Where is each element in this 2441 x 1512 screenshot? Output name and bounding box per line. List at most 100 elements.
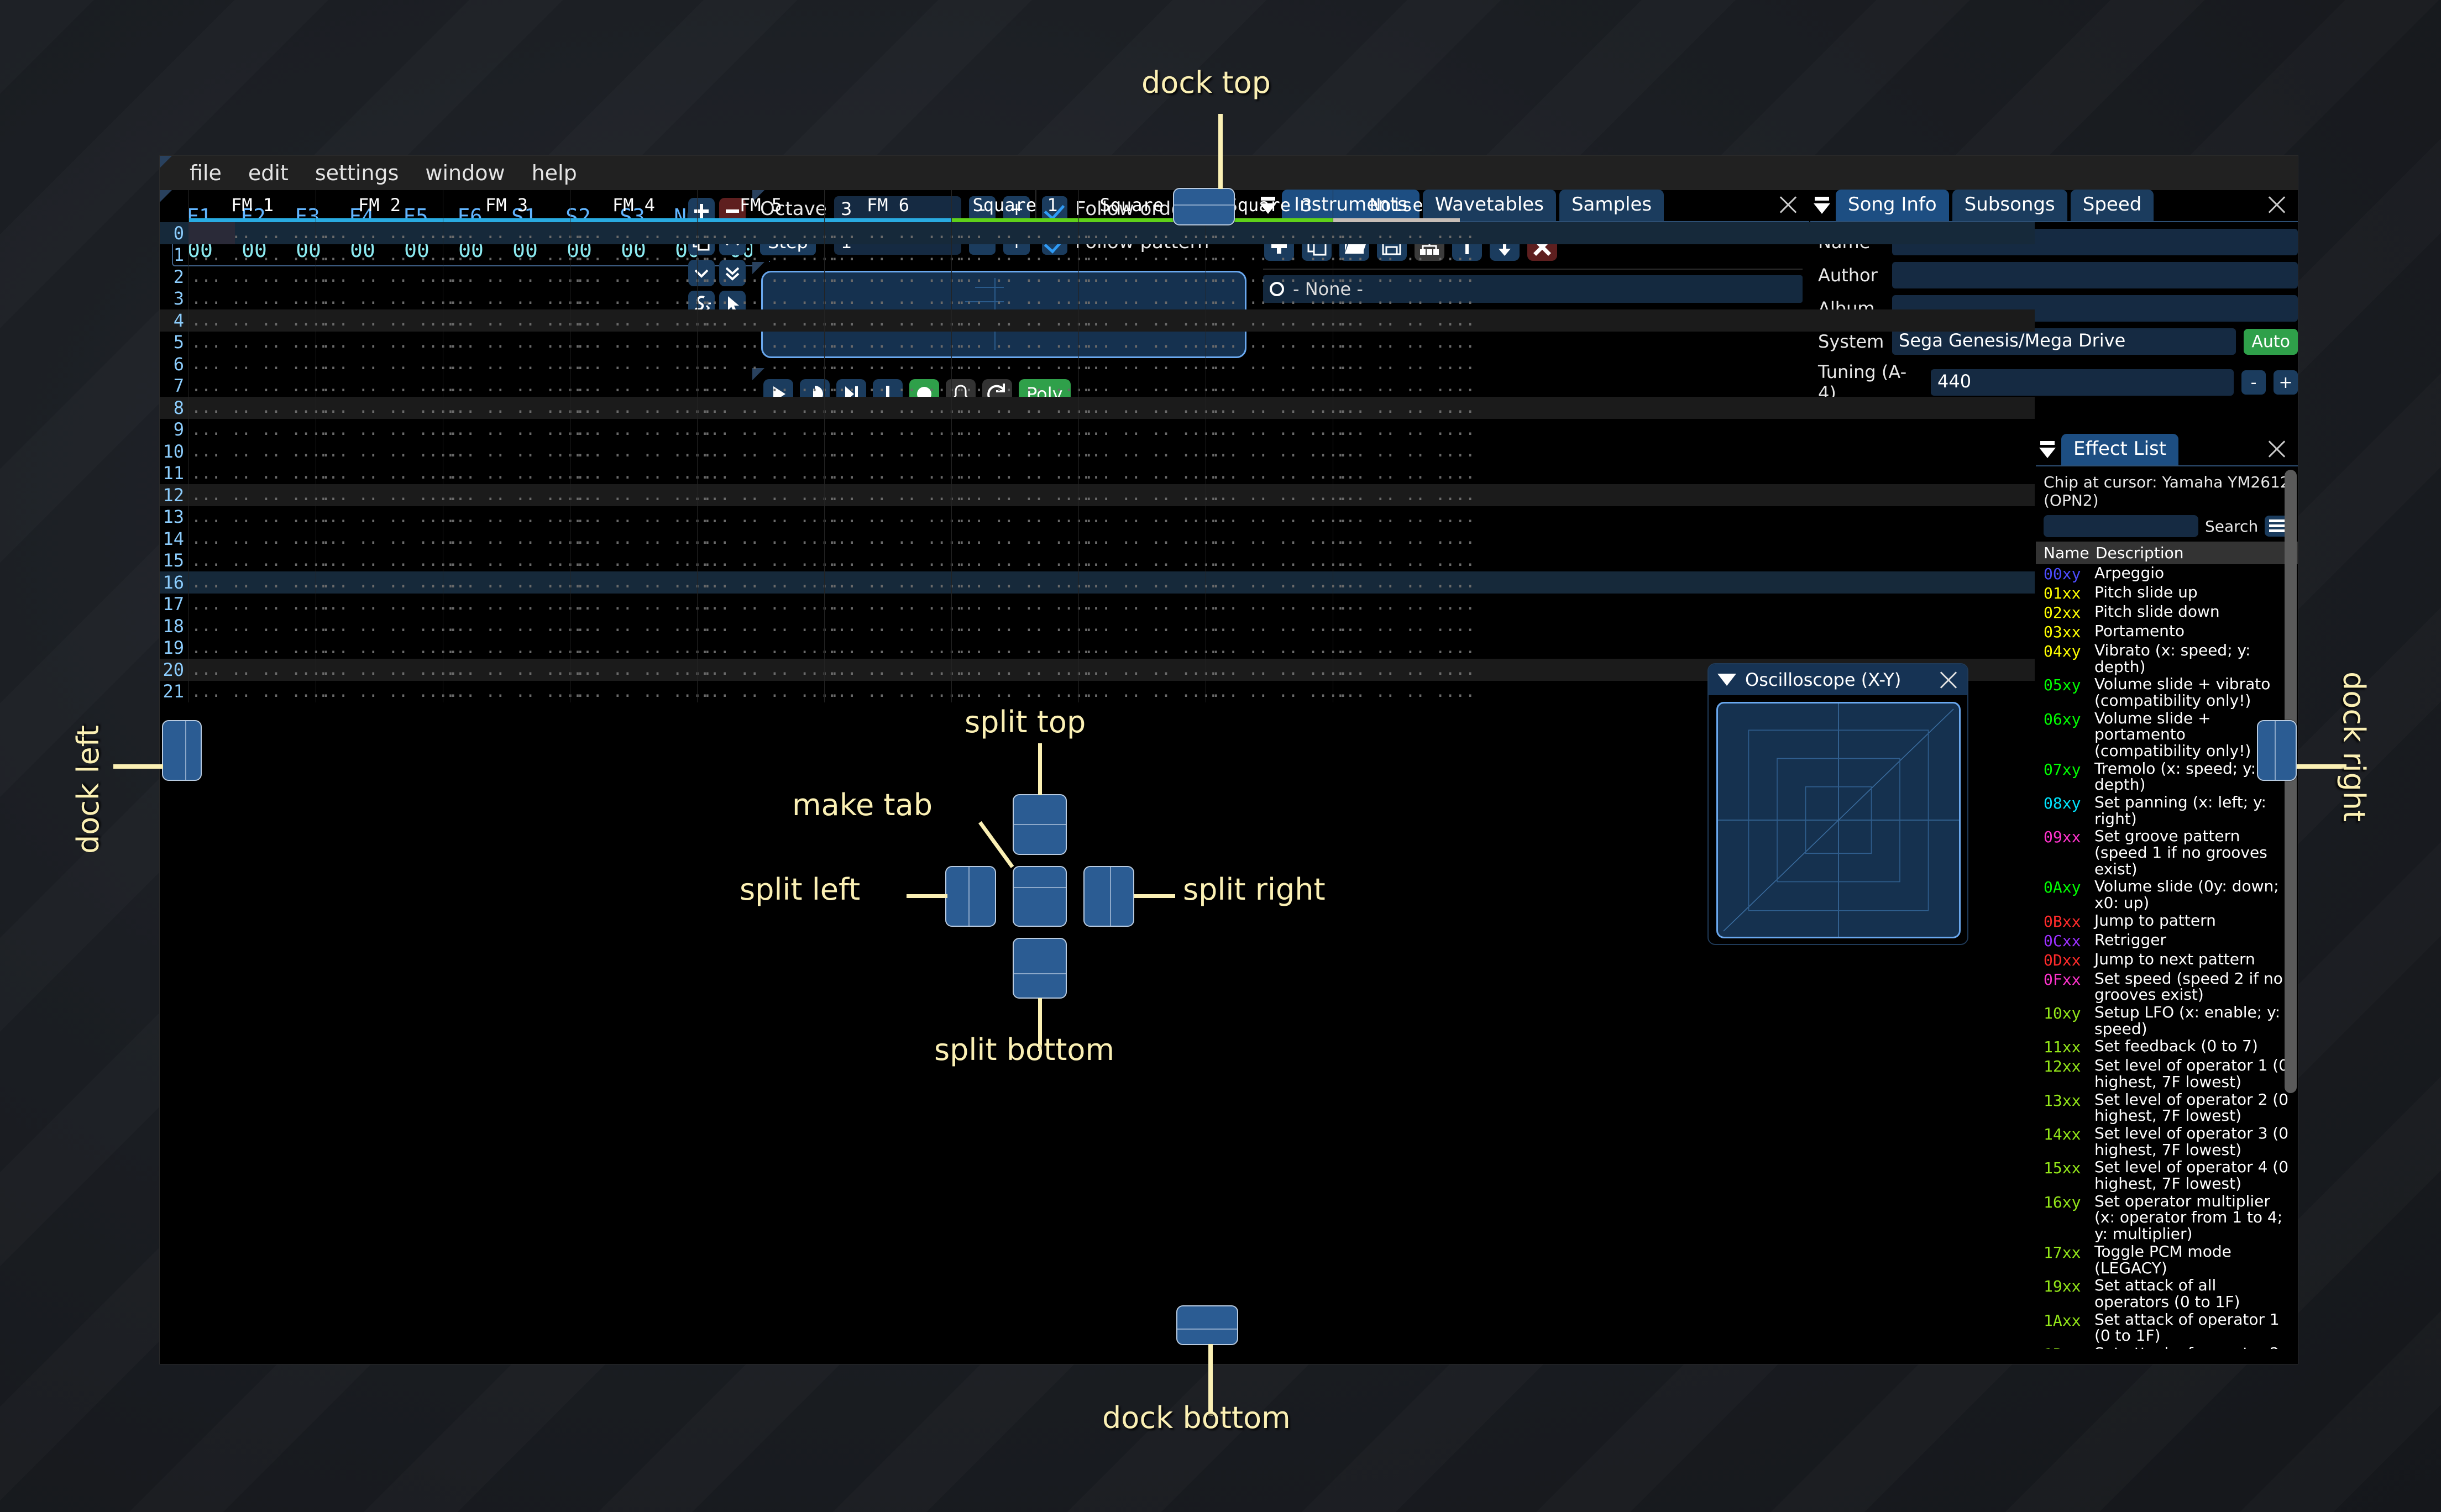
pattern-cell[interactable]: ... .. .. .... [1333,397,1475,419]
pattern-cell[interactable]: ... .. .. .... [1078,462,1221,484]
pattern-cell[interactable]: ... .. .. .... [697,528,840,550]
pattern-cell[interactable]: ... .. .. .... [316,462,458,484]
pattern-cell[interactable]: ... .. .. .... [824,222,967,244]
pattern-cell[interactable]: ... .. .. .... [1078,659,1221,681]
pattern-cell[interactable]: ... .. .. .... [316,484,458,506]
pattern-cell[interactable]: ... .. .. .... [1206,375,1348,397]
table-row[interactable]: 0Fxx Set speed (speed 2 if no grooves exi… [2036,970,2298,1004]
table-row[interactable]: 03xx Portamento [2036,622,2298,642]
pattern-cell[interactable]: ... .. .. .... [443,222,585,244]
pattern-cell[interactable]: ... .. .. .... [570,244,713,266]
pattern-cell[interactable]: ... .. .. .... [443,440,585,463]
panel-resize-corner[interactable] [752,262,764,274]
table-row[interactable]: 0Axy Volume slide (0y: down; x0: up) [2036,878,2298,911]
pattern-cell[interactable]: ... .. .. .... [1078,287,1221,309]
octave-input[interactable]: 3 [834,196,961,222]
pattern-cell[interactable]: ... .. .. .... [188,659,331,681]
pattern-cell[interactable]: ... .. .. .... [824,549,967,571]
pattern-cell[interactable]: ... .. .. .... [1206,222,1348,244]
table-row[interactable]: 12... .. .. ....... .. .. ....... .. .. … [160,484,2035,506]
pattern-cell[interactable]: ... .. .. .... [1206,571,1348,594]
pattern-cell[interactable]: ... .. .. .... [1078,528,1221,550]
channel-header[interactable]: FM 6 [824,190,951,223]
pattern-cell[interactable]: ... .. .. .... [1333,309,1475,332]
pattern-cell[interactable]: ... .. .. .... [824,593,967,615]
menu-item-window[interactable]: window [425,161,505,185]
pattern-cell[interactable]: ... .. .. .... [697,309,840,332]
pattern-cell[interactable]: ... .. .. .... [1333,484,1475,506]
pattern-cell[interactable]: ... .. .. .... [697,593,840,615]
pattern-cell[interactable]: ... .. .. .... [697,659,840,681]
pattern-cell[interactable]: ... .. .. .... [824,462,967,484]
pattern-cell[interactable]: ... .. .. .... [570,309,713,332]
song-author-input[interactable] [1892,262,2298,288]
table-row[interactable]: 02xx Pitch slide down [2036,603,2298,622]
table-row[interactable]: 9... .. .. ....... .. .. ....... .. .. .… [160,418,2035,440]
table-row[interactable]: 0... .. .. ....... .. .. ....... .. .. .… [160,222,2035,244]
table-row[interactable]: 00xy Arpeggio [2036,564,2298,584]
table-row[interactable]: 4... .. .. ....... .. .. ....... .. .. .… [160,309,2035,332]
pattern-cell[interactable]: ... .. .. .... [824,418,967,440]
pattern-cell[interactable]: ... .. .. .... [188,571,331,594]
pattern-cell[interactable]: ... .. .. .... [570,528,713,550]
effect-list-scrollbar[interactable] [2285,470,2297,1093]
pattern-cell[interactable]: ... .. .. .... [951,353,1094,375]
pattern-cell[interactable]: ... .. .. .... [443,244,585,266]
pattern-cell[interactable]: ... .. .. .... [316,309,458,332]
pattern-cell[interactable]: ... .. .. .... [697,549,840,571]
split-left-widget[interactable] [945,866,996,927]
pattern-cell[interactable]: ... .. .. .... [1078,615,1221,637]
pattern-cell[interactable]: ... .. .. .... [316,418,458,440]
pattern-cell[interactable]: ... .. .. .... [1206,680,1348,702]
pattern-cell[interactable]: ... .. .. .... [1206,309,1348,332]
pattern-cell[interactable]: ... .. .. .... [1078,571,1221,594]
table-row[interactable]: 18... .. .. ....... .. .. ....... .. .. … [160,615,2035,637]
pattern-cell[interactable]: ... .. .. .... [188,309,331,332]
pattern-cell[interactable]: ... .. .. .... [443,593,585,615]
tab-instruments[interactable]: Instruments [1282,189,1419,221]
pattern-cell[interactable]: ... .. .. .... [824,484,967,506]
pattern-cell[interactable]: ... .. .. .... [951,397,1094,419]
pattern-cell[interactable]: ... .. .. .... [443,637,585,659]
pattern-cell[interactable]: ... .. .. .... [443,375,585,397]
table-row[interactable]: 13... .. .. ....... .. .. ....... .. .. … [160,506,2035,528]
pattern-cell[interactable]: ... .. .. .... [1078,353,1221,375]
table-row[interactable]: 1Bxx Set attack of operator 2 (0 to 1F) [2036,1345,2298,1349]
pattern-cell[interactable]: ... .. .. .... [951,571,1094,594]
pattern-cell[interactable]: ... .. .. .... [1206,528,1348,550]
pattern-cell[interactable]: ... .. .. .... [188,375,331,397]
pattern-cell[interactable]: ... .. .. .... [570,680,713,702]
panel-resize-corner[interactable] [752,368,764,380]
pattern-cell[interactable]: ... .. .. .... [1206,549,1348,571]
pattern-cell[interactable]: ... .. .. .... [316,549,458,571]
pattern-cell[interactable]: ... .. .. .... [951,462,1094,484]
tuning-input[interactable]: 440 [1931,369,2234,396]
pattern-cell[interactable]: ... .. .. .... [188,331,331,353]
pattern-cell[interactable]: ... .. .. .... [824,353,967,375]
menu-item-settings[interactable]: settings [315,161,399,185]
collapse-arrow-icon[interactable] [1256,191,1280,221]
pattern-cell[interactable]: ... .. .. .... [697,353,840,375]
pattern-cell[interactable]: ... .. .. .... [824,506,967,528]
pattern-cell[interactable]: ... .. .. .... [1206,593,1348,615]
pattern-cell[interactable]: ... .. .. .... [1206,484,1348,506]
pattern-cell[interactable]: ... .. .. .... [316,680,458,702]
table-row[interactable]: 6... .. .. ....... .. .. ....... .. .. .… [160,353,2035,375]
search-input[interactable] [2044,515,2198,537]
pattern-cell[interactable]: ... .. .. .... [824,331,967,353]
pattern-cell[interactable]: ... .. .. .... [1078,506,1221,528]
pattern-cell[interactable]: ... .. .. .... [316,528,458,550]
close-icon[interactable] [1937,669,1960,691]
close-icon[interactable] [1777,193,1799,216]
pattern-cell[interactable]: ... .. .. .... [824,309,967,332]
table-row[interactable]: 5... .. .. ....... .. .. ....... .. .. .… [160,331,2035,353]
pattern-cell[interactable]: ... .. .. .... [697,287,840,309]
collapse-arrow-icon[interactable] [1717,674,1736,686]
pattern-cell[interactable]: ... .. .. .... [570,506,713,528]
table-row[interactable]: 7... .. .. ....... .. .. ....... .. .. .… [160,375,2035,397]
pattern-cell[interactable]: ... .. .. .... [188,397,331,419]
pattern-cell[interactable]: ... .. .. .... [951,593,1094,615]
pattern-cell[interactable]: ... .. .. .... [570,571,713,594]
pattern-cell[interactable]: ... .. .. .... [697,331,840,353]
